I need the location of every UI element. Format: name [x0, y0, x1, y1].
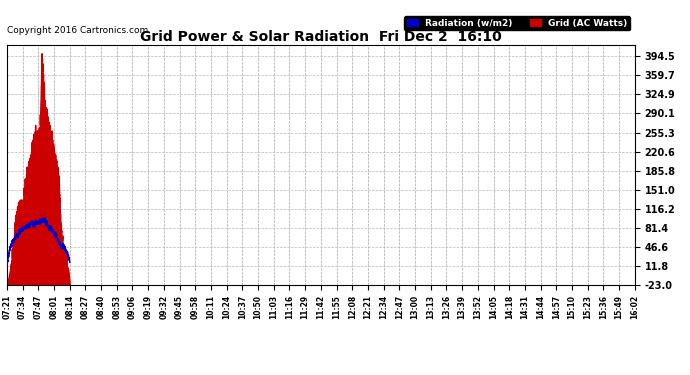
Text: Copyright 2016 Cartronics.com: Copyright 2016 Cartronics.com: [7, 26, 148, 35]
Title: Grid Power & Solar Radiation  Fri Dec 2  16:10: Grid Power & Solar Radiation Fri Dec 2 1…: [140, 30, 502, 44]
Legend: Radiation (w/m2), Grid (AC Watts): Radiation (w/m2), Grid (AC Watts): [404, 16, 630, 30]
